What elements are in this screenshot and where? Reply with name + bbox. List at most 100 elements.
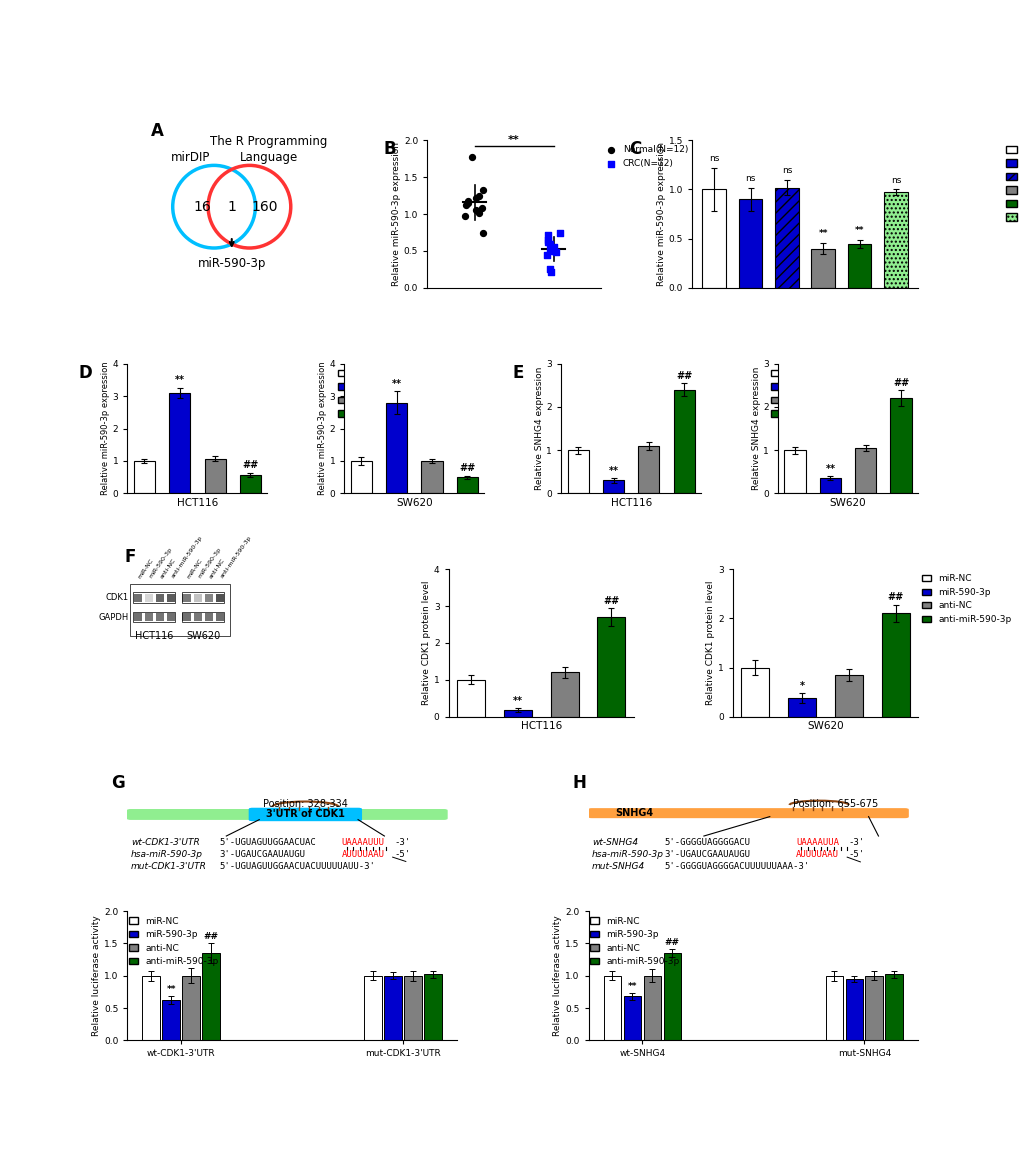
Text: **: **	[627, 982, 637, 990]
Legend: Normal(N=12), CRC(N=12): Normal(N=12), CRC(N=12)	[602, 141, 691, 172]
Bar	[181, 592, 224, 603]
Text: 5'-GGGGUAGGGGACU: 5'-GGGGUAGGGGACU	[663, 838, 750, 848]
Point	[460, 192, 476, 210]
Point	[458, 196, 474, 215]
Legend: FHC, HCT8, LoVo, HCT116, SW620, HT29: FHC, HCT8, LoVo, HCT116, SW620, HT29	[1001, 141, 1019, 226]
Bar	[351, 461, 372, 493]
Bar	[205, 594, 213, 602]
Text: **: **	[391, 379, 401, 388]
Text: -3': -3'	[394, 838, 410, 848]
Point	[543, 240, 559, 258]
Text: ##: ##	[892, 379, 908, 388]
Y-axis label: Relative luciferase activity: Relative luciferase activity	[93, 915, 101, 1036]
FancyBboxPatch shape	[588, 809, 907, 817]
Text: UAAAAUUA: UAAAAUUA	[796, 838, 839, 848]
Bar	[774, 187, 798, 288]
Text: ns: ns	[745, 173, 755, 182]
Text: anti-NC: anti-NC	[209, 558, 226, 580]
Text: wt-CDK1-3'UTR: wt-CDK1-3'UTR	[130, 838, 200, 848]
Bar	[182, 976, 200, 1040]
Text: 3'UTR of CDK1: 3'UTR of CDK1	[266, 809, 344, 819]
X-axis label: HCT116: HCT116	[176, 498, 218, 507]
Bar	[167, 594, 175, 602]
Point	[539, 230, 555, 249]
Text: CDK1: CDK1	[105, 594, 128, 602]
Bar	[787, 698, 815, 717]
X-axis label: SW620: SW620	[828, 498, 865, 507]
Text: -5': -5'	[394, 850, 410, 859]
Bar	[156, 594, 164, 602]
X-axis label: HCT116: HCT116	[610, 498, 651, 507]
Point	[538, 245, 554, 264]
Text: HCT116: HCT116	[135, 631, 173, 641]
Bar	[424, 975, 441, 1040]
Text: 3'-UGAUCGAAUAUGU: 3'-UGAUCGAAUAUGU	[219, 850, 306, 859]
Bar	[623, 996, 641, 1040]
Bar	[385, 402, 407, 493]
Text: ns: ns	[890, 175, 900, 185]
FancyBboxPatch shape	[127, 810, 446, 819]
Text: ns: ns	[781, 166, 792, 174]
Text: **: **	[513, 697, 523, 706]
Bar	[663, 953, 681, 1040]
Bar	[156, 614, 164, 621]
Text: Position: 655-675: Position: 655-675	[792, 800, 877, 809]
Text: Position: 328-334: Position: 328-334	[263, 800, 347, 809]
Text: -3': -3'	[848, 838, 864, 848]
Bar	[133, 461, 155, 493]
Y-axis label: Relative miR-590-3p expression: Relative miR-590-3p expression	[318, 361, 326, 496]
Text: miR-NC: miR-NC	[138, 558, 155, 580]
Bar	[567, 450, 588, 493]
Y-axis label: Relative SNHG4 expression: Relative SNHG4 expression	[534, 367, 543, 490]
Point	[468, 201, 484, 220]
Bar	[884, 975, 902, 1040]
Point	[464, 147, 480, 166]
Text: **: **	[174, 375, 184, 386]
Bar	[239, 475, 261, 493]
Text: AUUUUAAU: AUUUUAAU	[796, 850, 839, 859]
Point	[457, 206, 473, 224]
Bar	[181, 611, 224, 622]
Point	[542, 262, 558, 281]
Bar	[643, 976, 660, 1040]
Bar	[845, 978, 862, 1040]
Bar	[824, 976, 843, 1040]
Point	[541, 234, 557, 253]
Text: ##: ##	[603, 596, 619, 606]
Point	[470, 203, 486, 222]
Y-axis label: Relative CDK1 protein level: Relative CDK1 protein level	[705, 581, 714, 705]
Text: **: **	[507, 136, 520, 145]
Point	[468, 188, 484, 207]
Point	[460, 194, 476, 213]
Text: **: **	[166, 984, 176, 994]
Text: SNHG4: SNHG4	[614, 808, 652, 818]
Bar	[854, 448, 875, 493]
Bar	[404, 976, 422, 1040]
Text: AUUUUAAU: AUUUUAAU	[341, 850, 384, 859]
Y-axis label: Relative SNHG4 expression: Relative SNHG4 expression	[751, 367, 760, 490]
Text: hsa-miR-590-3p: hsa-miR-590-3p	[591, 850, 663, 859]
Point	[475, 181, 491, 200]
Text: H: H	[572, 774, 586, 793]
Text: anti-miR-590-3p: anti-miR-590-3p	[171, 535, 204, 580]
Bar	[205, 614, 213, 621]
Text: 160: 160	[251, 200, 277, 214]
Bar	[702, 189, 726, 288]
Y-axis label: Relative luciferase activity: Relative luciferase activity	[553, 915, 561, 1036]
Bar	[550, 672, 578, 717]
Text: C: C	[629, 140, 641, 158]
Y-axis label: Relative CDK1 protein level: Relative CDK1 protein level	[422, 581, 431, 705]
Text: The R Programming
Language: The R Programming Language	[210, 134, 327, 164]
Y-axis label: Relative miR-590-3p expression: Relative miR-590-3p expression	[101, 361, 110, 496]
Text: **: **	[817, 229, 827, 237]
Point	[475, 223, 491, 242]
Text: miR-590-3p: miR-590-3p	[149, 547, 173, 580]
Bar	[132, 592, 175, 603]
Bar	[194, 614, 202, 621]
Bar	[169, 393, 191, 493]
Legend: miR-NC, miR-590-3p, anti-NC, anti-miR-590-3p: miR-NC, miR-590-3p, anti-NC, anti-miR-59…	[767, 366, 864, 422]
Text: hsa-miR-590-3p: hsa-miR-590-3p	[130, 850, 203, 859]
Bar	[880, 614, 909, 717]
Text: anti-miR-590-3p: anti-miR-590-3p	[219, 535, 253, 580]
Legend: miR-NC, miR-590-3p, anti-NC, anti-miR-590-3p: miR-NC, miR-590-3p, anti-NC, anti-miR-59…	[586, 913, 683, 970]
